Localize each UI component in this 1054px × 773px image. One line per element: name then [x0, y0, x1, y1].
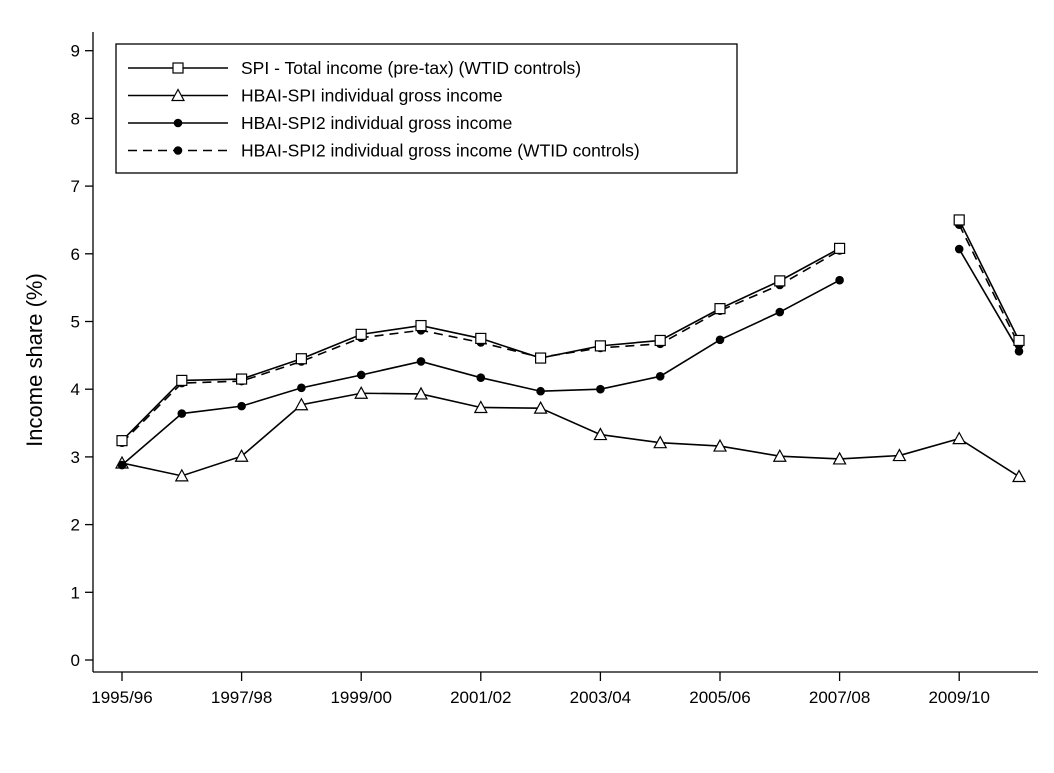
legend-label: HBAI-SPI2 individual gross income (WTID … — [241, 141, 640, 161]
x-tick-label: 2009/10 — [928, 688, 989, 707]
data-point-circle — [715, 335, 725, 345]
data-point-triangle — [772, 448, 787, 462]
y-axis: 0 1 2 3 4 5 6 7 8 9 — [71, 32, 94, 672]
data-point-circle — [536, 386, 545, 396]
y-tick-label: 3 — [71, 448, 80, 467]
data-point-triangle — [234, 448, 249, 462]
data-point-circle — [117, 460, 127, 470]
data-point-square — [594, 340, 607, 352]
series-line — [958, 248, 1020, 352]
series-line — [958, 224, 1020, 346]
legend: SPI - Total income (pre-tax) (WTID contr… — [115, 43, 738, 174]
y-tick-label: 9 — [71, 42, 80, 61]
data-point-circle — [835, 275, 844, 285]
data-point-triangle — [174, 468, 189, 482]
y-axis-title: Income share (%) — [22, 273, 47, 447]
data-point-circle — [237, 401, 246, 411]
x-tick-label: 2007/08 — [809, 688, 870, 707]
data-point-circle — [173, 146, 183, 155]
series-2 — [117, 244, 1024, 470]
series-0 — [116, 214, 1025, 447]
x-tick-label: 2003/04 — [570, 688, 631, 707]
data-point-circle — [954, 244, 964, 254]
x-tick-label: 2001/02 — [450, 688, 511, 707]
data-point-square — [172, 62, 184, 74]
legend-box — [115, 43, 738, 174]
data-point-square — [714, 303, 726, 315]
x-axis: 1995/96 1997/98 1999/00 2001/02 2003/04 2005/… — [91, 671, 1038, 707]
series-line — [121, 279, 840, 466]
data-point-square — [355, 328, 367, 340]
series-1 — [114, 386, 1027, 483]
data-point-triangle — [952, 431, 967, 445]
data-point-square — [415, 319, 427, 332]
y-tick-label: 7 — [71, 177, 80, 196]
y-tick-label: 5 — [71, 313, 80, 332]
x-tick-label: 1999/00 — [330, 688, 391, 707]
data-point-circle — [297, 383, 306, 393]
data-point-square — [654, 334, 666, 347]
legend-label: SPI - Total income (pre-tax) (WTID contr… — [241, 58, 581, 78]
legend-label: HBAI-SPI individual gross income — [241, 86, 503, 106]
plot-area — [114, 214, 1027, 483]
data-point-circle — [356, 370, 366, 380]
y-tick-label: 1 — [71, 583, 80, 602]
data-point-square — [1013, 334, 1025, 347]
data-point-square — [116, 435, 128, 447]
data-point-square — [176, 374, 188, 386]
data-point-triangle — [473, 400, 488, 414]
y-tick-label: 4 — [71, 380, 80, 399]
data-point-circle — [596, 384, 605, 394]
data-point-triangle — [533, 400, 548, 414]
y-tick-label: 2 — [71, 516, 80, 535]
data-point-square — [774, 275, 786, 287]
legend-label: HBAI-SPI2 individual gross income — [241, 113, 512, 133]
data-point-triangle — [712, 438, 728, 452]
data-point-triangle — [593, 427, 608, 441]
series-line — [958, 219, 1020, 341]
data-point-square — [475, 332, 487, 345]
data-point-circle — [1014, 346, 1024, 356]
data-point-circle — [775, 307, 785, 317]
data-point-circle — [177, 409, 187, 418]
data-point-square — [953, 214, 965, 226]
data-point-square — [833, 242, 846, 254]
data-point-triangle — [892, 448, 907, 462]
data-point-triangle — [354, 386, 369, 399]
data-point-square — [534, 352, 547, 364]
data-point-triangle — [413, 386, 429, 400]
data-point-triangle — [653, 435, 668, 449]
data-point-triangle — [294, 397, 309, 411]
data-point-circle — [655, 372, 665, 381]
x-tick-label: 1995/96 — [91, 688, 152, 707]
y-tick-label: 0 — [71, 651, 80, 670]
series-line — [121, 392, 1020, 478]
data-point-triangle — [170, 88, 186, 102]
data-point-triangle — [832, 451, 847, 465]
data-point-triangle — [1011, 469, 1027, 483]
data-point-square — [236, 373, 248, 385]
data-point-circle — [476, 373, 486, 382]
y-tick-label: 8 — [71, 109, 80, 128]
x-tick-label: 1997/98 — [211, 688, 272, 707]
data-point-circle — [173, 118, 183, 128]
data-point-square — [295, 353, 307, 365]
data-point-circle — [416, 357, 426, 366]
y-tick-label: 6 — [71, 245, 80, 264]
x-tick-label: 2005/06 — [689, 688, 750, 707]
series-3 — [117, 220, 1024, 447]
